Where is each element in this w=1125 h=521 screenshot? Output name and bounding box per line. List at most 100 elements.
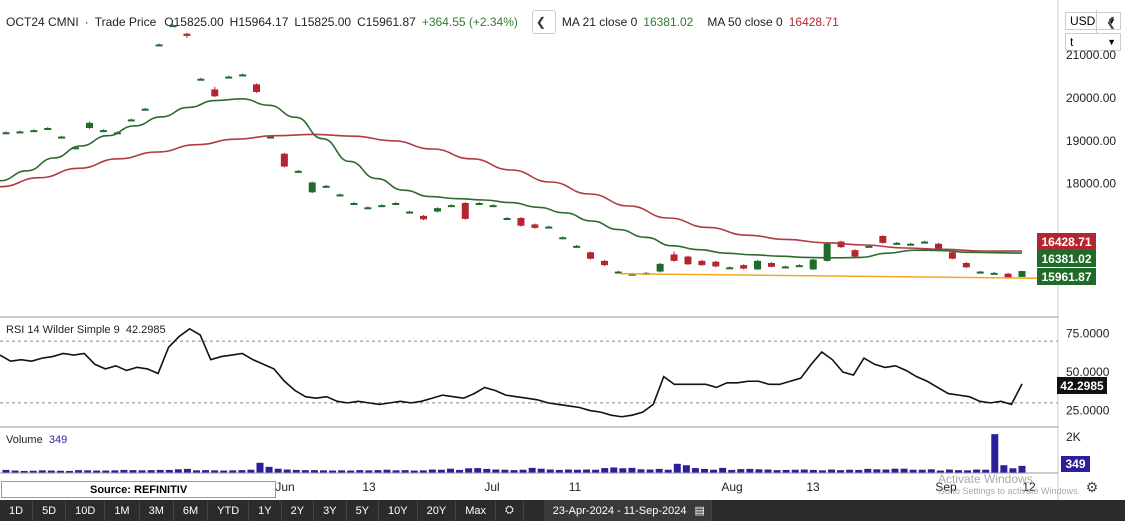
volume-bar <box>592 469 600 473</box>
rsi-tick-label: 50.0000 <box>1066 365 1110 379</box>
range-button-max[interactable]: Max <box>456 500 496 521</box>
scale-mode-select[interactable]: t ▼ <box>1065 33 1121 51</box>
volume-bar <box>973 469 981 473</box>
volume-bar <box>982 469 990 473</box>
volume-bar <box>256 462 264 473</box>
volume-bar <box>837 470 845 473</box>
candle-body <box>280 153 288 167</box>
candle-body <box>30 130 38 133</box>
volume-bar <box>129 470 137 473</box>
date-range-picker[interactable]: 23-Apr-2024 - 11-Sep-2024 ▤ <box>543 500 712 521</box>
range-button-3y[interactable]: 3Y <box>314 500 347 521</box>
volume-bar <box>900 468 908 473</box>
settings-button[interactable]: ⚙ <box>1083 478 1101 496</box>
candle-body <box>336 194 344 197</box>
price-tick-label: 19000.00 <box>1066 134 1116 148</box>
range-button-2y[interactable]: 2Y <box>282 500 315 521</box>
ma21-value: 16381.02 <box>643 15 694 29</box>
collapse-legend-button[interactable]: ❮ <box>531 10 556 34</box>
volume-bar <box>728 469 736 473</box>
volume-bar <box>183 468 191 473</box>
volume-value-tag: 349 <box>1061 456 1090 472</box>
volume-bar <box>991 434 999 473</box>
volume-bar <box>38 470 46 473</box>
candle-body <box>559 237 567 240</box>
volume-bar <box>329 470 337 473</box>
volume-bar <box>564 469 572 473</box>
volume-bar <box>301 470 309 473</box>
activate-windows-text: Go to Settings to activate Windows. <box>938 486 1081 496</box>
candle-body <box>350 203 358 205</box>
ma21-price-tag: 16381.02 <box>1037 250 1096 267</box>
volume-bar <box>138 470 146 473</box>
volume-bar <box>11 470 19 473</box>
volume-bar <box>474 468 482 473</box>
candle-body <box>392 203 400 205</box>
support-trendline <box>620 272 1057 280</box>
volume-bar <box>383 469 391 473</box>
volume-bar <box>102 470 110 473</box>
volume-bar <box>247 469 255 473</box>
legend-separator: · <box>84 15 89 29</box>
candle-body <box>447 205 455 208</box>
currency-select[interactable]: USD ▼ <box>1065 12 1121 30</box>
volume-bar <box>401 470 409 473</box>
expand-toolbar-button[interactable]: ❮ <box>1096 10 1125 34</box>
volume-bar <box>84 470 92 473</box>
calendar-settings-button[interactable]: ⛭ <box>496 500 524 521</box>
candle-body <box>893 242 901 245</box>
candle-body <box>58 136 66 139</box>
candle-body <box>127 119 135 122</box>
activate-windows-title: Activate Windows <box>938 472 1033 486</box>
volume-axis-label: 2K <box>1066 430 1081 444</box>
ma50-line <box>0 133 1023 252</box>
range-button-3m[interactable]: 3M <box>140 500 174 521</box>
ma50-value: 16428.71 <box>788 15 839 29</box>
range-button-5d[interactable]: 5D <box>33 500 67 521</box>
range-button-1y[interactable]: 1Y <box>249 500 282 521</box>
range-button-10d[interactable]: 10D <box>66 500 106 521</box>
candle-body <box>656 263 664 272</box>
volume-bar <box>610 467 618 473</box>
volume-bar <box>320 470 327 473</box>
volume-bar <box>465 468 473 473</box>
candle-body <box>503 218 511 220</box>
candle-body <box>141 108 149 111</box>
range-button-20y[interactable]: 20Y <box>418 500 457 521</box>
volume-bar <box>809 469 817 473</box>
volume-bar <box>791 469 799 473</box>
range-button-ytd[interactable]: YTD <box>208 500 250 521</box>
range-button-6m[interactable]: 6M <box>174 500 209 521</box>
volume-bar <box>229 470 237 473</box>
candle-body <box>754 260 762 270</box>
candle-body <box>628 273 636 276</box>
volume-bar <box>265 466 273 473</box>
chevron-left-icon: ❮ <box>535 15 546 29</box>
volume-bar <box>628 467 636 473</box>
volume-label: Volume <box>6 434 43 446</box>
volume-bar <box>111 470 119 473</box>
volume-bar <box>356 470 364 473</box>
time-axis-label: Jul <box>484 480 499 494</box>
low-value: L15825.00 <box>294 15 352 29</box>
volume-bar <box>274 468 282 473</box>
volume-bar <box>211 470 219 473</box>
candle-body <box>712 261 720 267</box>
range-button-5y[interactable]: 5Y <box>347 500 380 521</box>
candle-body <box>795 265 803 268</box>
candle-body <box>1018 271 1026 277</box>
scale-mode-value: t <box>1070 35 1074 49</box>
price-pane <box>0 24 1057 280</box>
range-button-1m[interactable]: 1M <box>105 500 140 521</box>
candle-body <box>169 25 177 28</box>
candle-body <box>948 252 956 259</box>
candle-body <box>907 243 915 246</box>
candle-body <box>294 170 302 173</box>
last-price-tag: 15961.87 <box>1037 268 1096 285</box>
volume-bar <box>746 468 754 473</box>
volume-bar <box>220 470 228 473</box>
range-button-10y[interactable]: 10Y <box>379 500 418 521</box>
close-value: C15961.87 <box>357 15 416 29</box>
range-button-1d[interactable]: 1D <box>0 500 34 521</box>
rsi-tick-label: 75.0000 <box>1066 326 1110 340</box>
